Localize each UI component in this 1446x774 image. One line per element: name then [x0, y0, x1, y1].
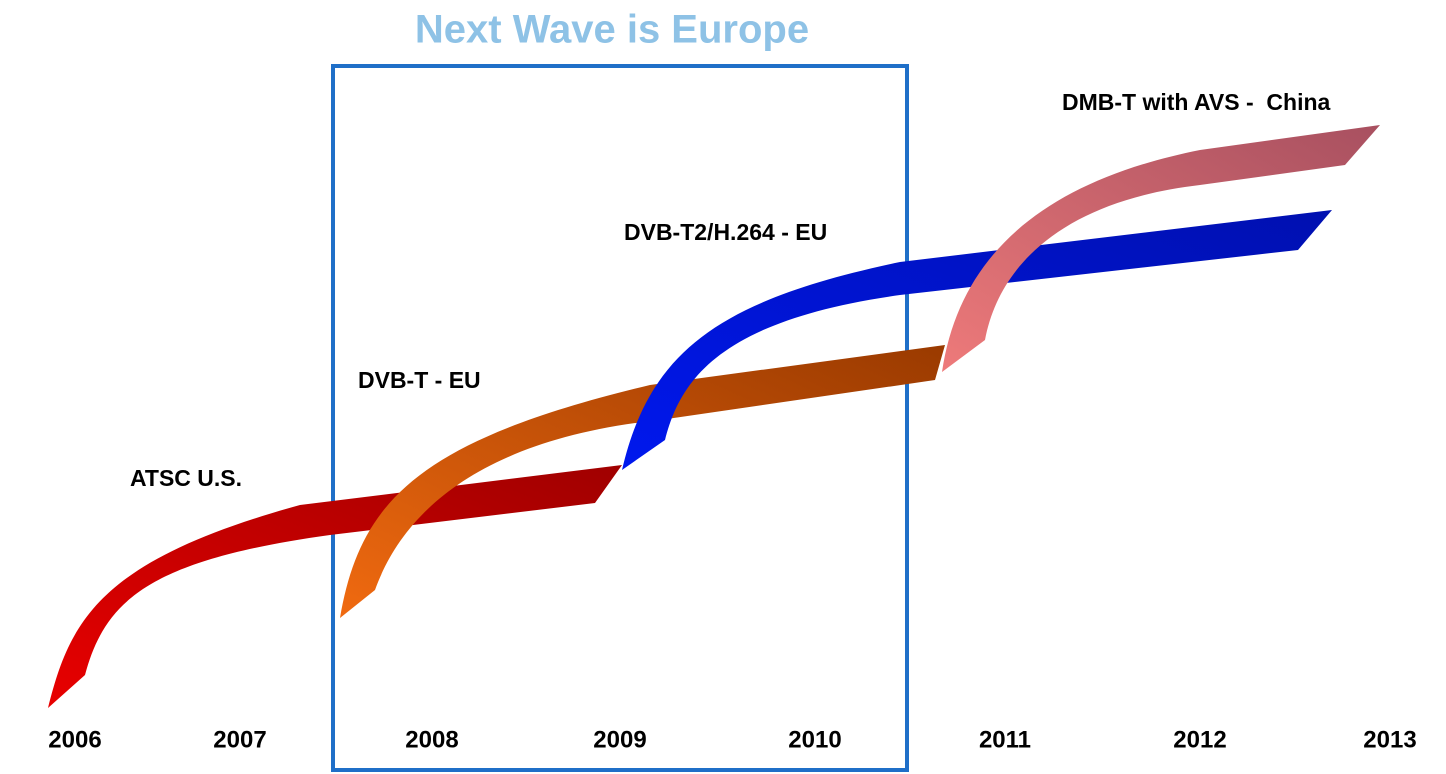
ribbon-label: DVB-T - EU	[358, 367, 481, 393]
year-label: 2012	[1173, 726, 1226, 753]
year-label: 2010	[788, 726, 841, 753]
ribbon-label: DMB-T with AVS - China	[1062, 89, 1331, 115]
year-axis: 2006 2007 2008 2009 2010 2011 2012 2013	[48, 726, 1416, 753]
ribbon-label: ATSC U.S.	[130, 465, 242, 491]
timeline-diagram: Next Wave is Europe ATSC U.S. DVB-T - EU…	[0, 0, 1446, 774]
year-label: 2013	[1363, 726, 1416, 753]
year-label: 2008	[405, 726, 458, 753]
year-label: 2009	[593, 726, 646, 753]
title: Next Wave is Europe	[415, 8, 809, 52]
year-label: 2007	[213, 726, 266, 753]
ribbon-label: DVB-T2/H.264 - EU	[624, 219, 827, 245]
year-label: 2006	[48, 726, 101, 753]
year-label: 2011	[979, 726, 1031, 753]
